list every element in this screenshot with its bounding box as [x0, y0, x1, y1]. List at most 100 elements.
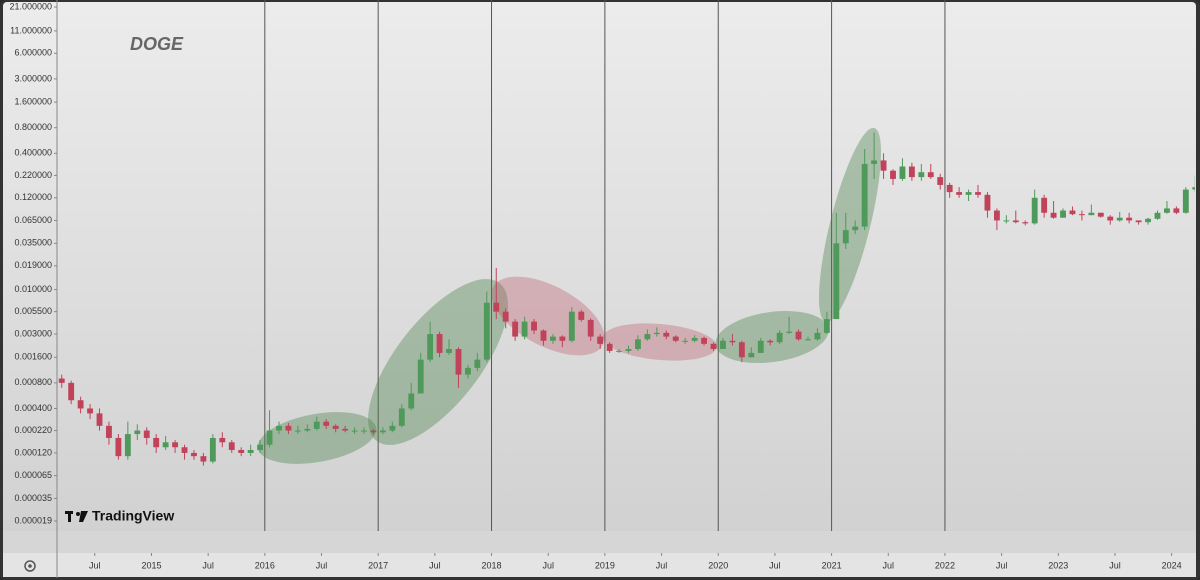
candle-body: [1164, 208, 1170, 213]
x-tick-label: Jul: [316, 560, 328, 570]
candle-body: [965, 192, 972, 195]
candle-body: [701, 337, 707, 344]
y-tick-label: 21.000000: [9, 1, 52, 11]
candle-body: [663, 332, 670, 337]
vertical-lines: [264, 0, 946, 531]
candle-body: [540, 330, 547, 341]
x-tick-label: Jul: [656, 560, 668, 570]
candle-body: [653, 332, 660, 335]
candle-body: [1173, 208, 1180, 213]
x-tick-label: 2017: [368, 560, 388, 570]
x-tick-label: 2020: [708, 560, 728, 570]
candle-body: [946, 184, 953, 193]
candle-body: [351, 430, 358, 432]
candle-body: [162, 442, 169, 448]
candle-body: [77, 400, 84, 409]
candle-body: [1145, 218, 1151, 223]
x-tick-label: Jul: [883, 560, 895, 570]
candle-body: [852, 226, 859, 231]
candle-body: [937, 177, 944, 185]
candle-body: [143, 430, 150, 438]
x-tick-label: Jul: [542, 560, 554, 570]
candle-body: [871, 160, 878, 164]
candle-body: [786, 331, 793, 333]
y-tick-label: 0.065000: [14, 215, 52, 225]
candle-body: [1031, 197, 1038, 224]
x-tick-label: Jul: [89, 560, 101, 570]
candle-body: [587, 319, 594, 337]
candle-body: [682, 340, 689, 342]
candle-body: [1050, 212, 1057, 218]
candle-body: [124, 434, 131, 457]
candle-body: [200, 456, 207, 462]
candle-body: [908, 166, 915, 178]
candle-body: [899, 166, 906, 179]
settings-icon-dot: [28, 564, 32, 568]
candle-body: [332, 425, 339, 429]
chart-title: DOGE: [130, 34, 184, 54]
x-tick-label: Jul: [429, 560, 441, 570]
candle-body: [616, 350, 622, 352]
x-tick-label: 2024: [1162, 560, 1182, 570]
y-tick-label: 0.035000: [14, 238, 52, 248]
candle-body: [87, 408, 93, 414]
x-tick-label: Jul: [1109, 560, 1121, 570]
candle-body: [323, 421, 330, 426]
candle-body: [1069, 210, 1076, 215]
y-tick-label: 0.220000: [14, 170, 52, 180]
candle-body: [1097, 212, 1104, 217]
y-tick-label: 0.000400: [14, 403, 52, 413]
candle-body: [483, 302, 490, 360]
y-tick-label: 0.800000: [14, 122, 52, 132]
candle-body: [247, 449, 254, 453]
y-tick-label: 11.000000: [10, 25, 52, 35]
candle-body: [814, 332, 821, 340]
candle-body: [842, 230, 849, 244]
candle-body: [266, 430, 273, 445]
y-tick-label: 0.000220: [14, 425, 52, 435]
x-tick-label: 2018: [482, 560, 502, 570]
y-tick-label: 0.000065: [14, 470, 52, 480]
x-tick-label: 2019: [595, 560, 615, 570]
candle-body: [531, 321, 537, 331]
candle-body: [1078, 214, 1085, 216]
y-tick-label: 0.019000: [14, 260, 52, 270]
x-tick-label: 2022: [935, 560, 955, 570]
candle-body: [1192, 187, 1195, 190]
candle-body: [342, 428, 349, 431]
scroll-strip: [3, 531, 1196, 553]
candle-body: [1154, 212, 1161, 219]
candle-body: [209, 437, 216, 462]
candle-body: [625, 349, 632, 351]
candle-body: [313, 421, 320, 429]
candle-body: [398, 408, 405, 426]
settings-icon[interactable]: [24, 560, 36, 572]
candle-body: [389, 425, 396, 431]
candle-body: [1088, 212, 1095, 216]
candle-body: [464, 367, 471, 375]
candle-body: [823, 319, 830, 333]
candle-body: [559, 336, 566, 341]
candle-body: [191, 452, 197, 457]
candle-body: [408, 393, 415, 409]
candle-body: [1022, 222, 1029, 224]
logo-mark: [76, 512, 80, 516]
logo-mark: [79, 511, 88, 522]
candle-body: [644, 334, 651, 340]
candle-body: [691, 337, 698, 341]
y-tick-label: 0.400000: [14, 148, 52, 158]
x-axis-bar: [3, 553, 1196, 577]
candle-body: [379, 430, 386, 433]
candle-body: [975, 192, 981, 195]
candle-body: [512, 321, 519, 337]
candle-body: [153, 437, 160, 448]
candle-body: [776, 332, 783, 343]
candle-body: [1060, 210, 1066, 218]
candle-body: [861, 163, 868, 227]
y-tick-label: 0.000120: [14, 447, 52, 457]
candle-body: [446, 349, 452, 353]
y-tick-label: 0.000035: [14, 493, 52, 503]
candle-body: [578, 311, 585, 320]
candle-body: [748, 352, 755, 358]
y-tick-label: 1.600000: [14, 96, 52, 106]
